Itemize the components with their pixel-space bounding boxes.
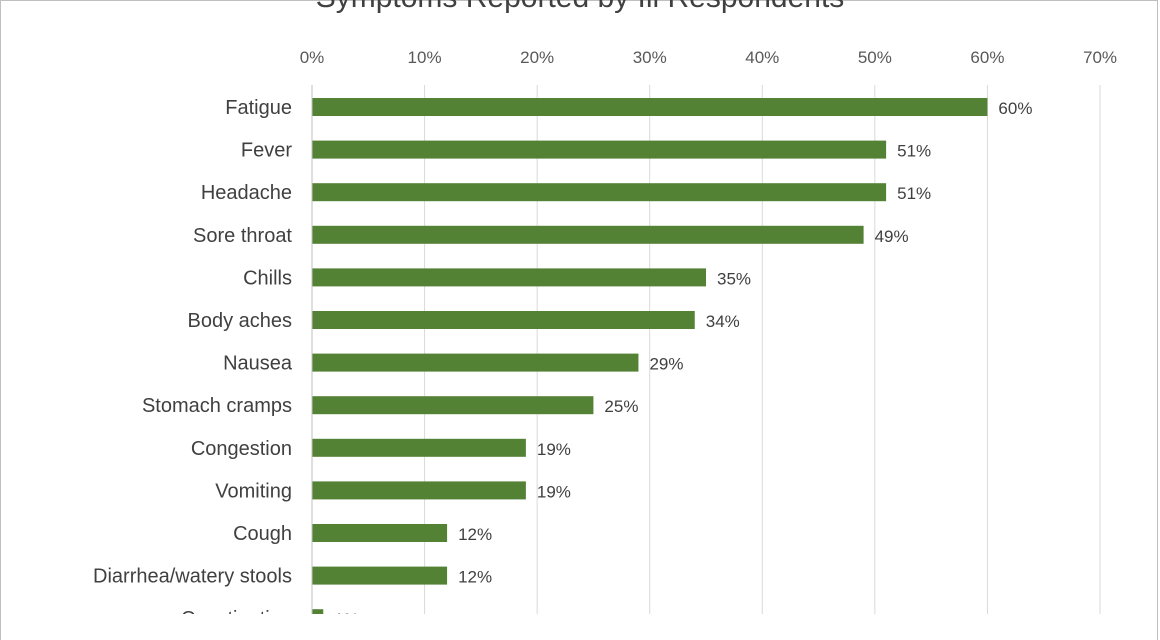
x-tick-label: 40% xyxy=(745,48,779,67)
bar xyxy=(312,268,706,287)
category-label: Vomiting xyxy=(215,480,292,502)
data-label: 51% xyxy=(897,184,931,203)
category-label: Body aches xyxy=(187,310,292,332)
x-tick-label: 20% xyxy=(520,48,554,67)
data-label: 34% xyxy=(706,312,740,331)
bar xyxy=(312,524,448,542)
data-label: 51% xyxy=(897,142,931,161)
bar xyxy=(312,98,988,116)
data-label: 35% xyxy=(717,269,751,288)
bar xyxy=(312,481,526,500)
category-label: Chills xyxy=(243,267,292,289)
data-label: 29% xyxy=(649,355,683,374)
data-label: 19% xyxy=(537,440,571,459)
x-tick-label: 70% xyxy=(1083,48,1117,67)
data-label: 60% xyxy=(998,99,1032,118)
bar xyxy=(312,609,324,614)
bar xyxy=(312,225,864,244)
bar xyxy=(312,566,448,585)
data-label: 1% xyxy=(334,610,359,614)
data-label: 25% xyxy=(604,397,638,416)
bar xyxy=(312,183,887,202)
x-tick-label: 50% xyxy=(858,48,892,67)
category-label: Headache xyxy=(201,182,292,204)
bar xyxy=(312,396,594,415)
category-label: Sore throat xyxy=(193,225,292,247)
chart-title: Symptoms Reported by Ill Respondents xyxy=(0,0,1160,18)
category-label: Fatigue xyxy=(225,97,292,119)
bar xyxy=(312,140,887,159)
data-label: 12% xyxy=(458,525,492,544)
x-tick-label: 0% xyxy=(300,48,325,67)
category-label: Nausea xyxy=(223,353,293,375)
x-tick-label: 60% xyxy=(970,48,1004,67)
bar xyxy=(312,353,639,372)
x-tick-label: 10% xyxy=(408,48,442,67)
data-label: 49% xyxy=(875,227,909,246)
category-label: Stomach cramps xyxy=(142,395,292,417)
data-label: 12% xyxy=(458,568,492,587)
category-label: Diarrhea/watery stools xyxy=(93,566,292,588)
category-label: Congestion xyxy=(191,438,292,460)
category-label: Fever xyxy=(241,140,292,162)
bar xyxy=(312,438,526,457)
x-tick-label: 30% xyxy=(633,48,667,67)
data-label: 19% xyxy=(537,482,571,501)
category-label: Cough xyxy=(233,523,292,545)
bar-chart: 0% 10% 20% 30% 40% 50% 60% 70% Fatigue 60% Fever 51… xyxy=(93,48,1117,614)
category-label: Constipation xyxy=(181,608,292,614)
bar xyxy=(312,311,695,329)
